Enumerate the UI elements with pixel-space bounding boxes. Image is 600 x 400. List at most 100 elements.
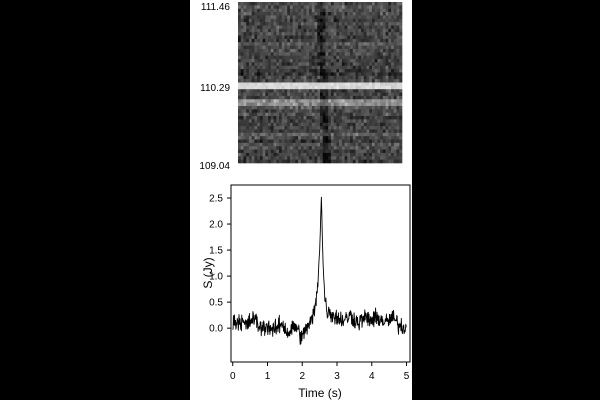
heatmap-cell bbox=[306, 105, 310, 110]
heatmap-cell bbox=[347, 69, 351, 73]
heatmap-cell bbox=[371, 25, 375, 30]
heatmap-cell bbox=[292, 52, 296, 56]
heatmap-cell bbox=[257, 156, 261, 160]
heatmap-cell bbox=[328, 95, 332, 100]
heatmap-cell bbox=[303, 8, 307, 13]
heatmap-cell bbox=[355, 65, 359, 70]
heatmap-cell bbox=[251, 35, 255, 40]
heatmap-cell bbox=[265, 79, 269, 83]
heatmap-cell bbox=[289, 102, 293, 107]
heatmap-cell bbox=[238, 48, 242, 53]
heatmap-cell bbox=[325, 122, 329, 127]
heatmap-cell bbox=[248, 146, 252, 150]
heatmap-cell bbox=[374, 152, 378, 157]
heatmap-cell bbox=[363, 75, 367, 80]
heatmap-cell bbox=[262, 112, 266, 117]
heatmap-cell bbox=[382, 142, 386, 147]
heatmap-cell bbox=[284, 112, 288, 117]
heatmap-cell bbox=[358, 129, 362, 134]
heatmap-cell bbox=[382, 32, 386, 36]
heatmap-cell bbox=[371, 75, 375, 80]
heatmap-cell bbox=[257, 132, 261, 137]
heatmap-cell bbox=[289, 132, 293, 137]
heatmap-cell bbox=[361, 72, 365, 77]
heatmap-cell bbox=[292, 109, 296, 113]
heatmap-cell bbox=[309, 55, 313, 60]
heatmap-cell bbox=[265, 28, 269, 33]
heatmap-cell bbox=[330, 146, 334, 150]
heatmap-cell bbox=[238, 85, 242, 90]
heatmap-cell bbox=[309, 38, 313, 43]
heatmap-cell bbox=[366, 5, 370, 9]
heatmap-cell bbox=[300, 48, 304, 53]
heatmap-cell bbox=[393, 149, 397, 154]
heatmap-cell bbox=[295, 72, 299, 77]
heatmap-cell bbox=[281, 122, 285, 127]
heatmap-cell bbox=[284, 126, 288, 130]
heatmap-cell bbox=[273, 152, 277, 157]
x-tick-label: 1 bbox=[265, 371, 271, 382]
heatmap-cell bbox=[352, 129, 356, 134]
heatmap-cell bbox=[339, 122, 343, 127]
heatmap-cell bbox=[393, 65, 397, 70]
heatmap-cell bbox=[284, 45, 288, 50]
heatmap-cell bbox=[347, 22, 351, 26]
heatmap-cell bbox=[347, 92, 351, 97]
heatmap-cell bbox=[314, 2, 318, 6]
heatmap-cell bbox=[273, 12, 277, 16]
heatmap-cell bbox=[366, 149, 370, 154]
heatmap-cell bbox=[330, 48, 334, 53]
heatmap-cell bbox=[325, 5, 329, 9]
heatmap-cell bbox=[281, 102, 285, 107]
heatmap-cell bbox=[268, 159, 272, 164]
heatmap-cell bbox=[281, 45, 285, 50]
heatmap-cell bbox=[314, 119, 318, 124]
heatmap-cell bbox=[281, 38, 285, 43]
heatmap-cell bbox=[328, 28, 332, 33]
heatmap-cell bbox=[393, 22, 397, 26]
heatmap-cell bbox=[254, 92, 258, 97]
heatmap-cell bbox=[391, 15, 395, 20]
heatmap-cell bbox=[240, 2, 244, 6]
heatmap-cell bbox=[268, 62, 272, 67]
heatmap-cell bbox=[358, 139, 362, 144]
heatmap-cell bbox=[325, 82, 329, 87]
heatmap-cell bbox=[259, 25, 263, 30]
heatmap-cell bbox=[371, 116, 375, 120]
heatmap-cell bbox=[284, 136, 288, 140]
heatmap-cell bbox=[380, 82, 384, 87]
heatmap-cell bbox=[257, 2, 261, 6]
x-tick-label: 0 bbox=[230, 371, 236, 382]
heatmap-cell bbox=[374, 72, 378, 77]
heatmap-cell bbox=[317, 132, 321, 137]
heatmap-cell bbox=[259, 152, 263, 157]
heatmap-cell bbox=[273, 136, 277, 140]
heatmap-cell bbox=[330, 79, 334, 83]
heatmap-cell bbox=[276, 52, 280, 56]
heatmap-cell bbox=[298, 25, 302, 30]
heatmap-cell bbox=[336, 95, 340, 100]
heatmap-cell bbox=[262, 102, 266, 107]
heatmap-cell bbox=[243, 99, 247, 103]
heatmap-cell bbox=[336, 122, 340, 127]
heatmap-cell bbox=[377, 8, 381, 13]
heatmap-cell bbox=[248, 72, 252, 77]
heatmap-cell bbox=[268, 105, 272, 110]
heatmap-cell bbox=[322, 35, 326, 40]
heatmap-cell bbox=[336, 8, 340, 13]
heatmap-cell bbox=[257, 85, 261, 90]
heatmap-cell bbox=[377, 146, 381, 150]
heatmap-cell bbox=[320, 75, 324, 80]
heatmap-cell bbox=[366, 136, 370, 140]
heatmap-cell bbox=[311, 129, 315, 134]
heatmap-cell bbox=[254, 122, 258, 127]
heatmap-cell bbox=[322, 102, 326, 107]
heatmap-cell bbox=[243, 92, 247, 97]
heatmap-cell bbox=[393, 5, 397, 9]
heatmap-cell bbox=[298, 72, 302, 77]
heatmap-cell bbox=[347, 45, 351, 50]
heatmap-cell bbox=[380, 119, 384, 124]
heatmap-cell bbox=[369, 129, 373, 134]
heatmap-cell bbox=[350, 129, 354, 134]
heatmap-cell bbox=[289, 139, 293, 144]
